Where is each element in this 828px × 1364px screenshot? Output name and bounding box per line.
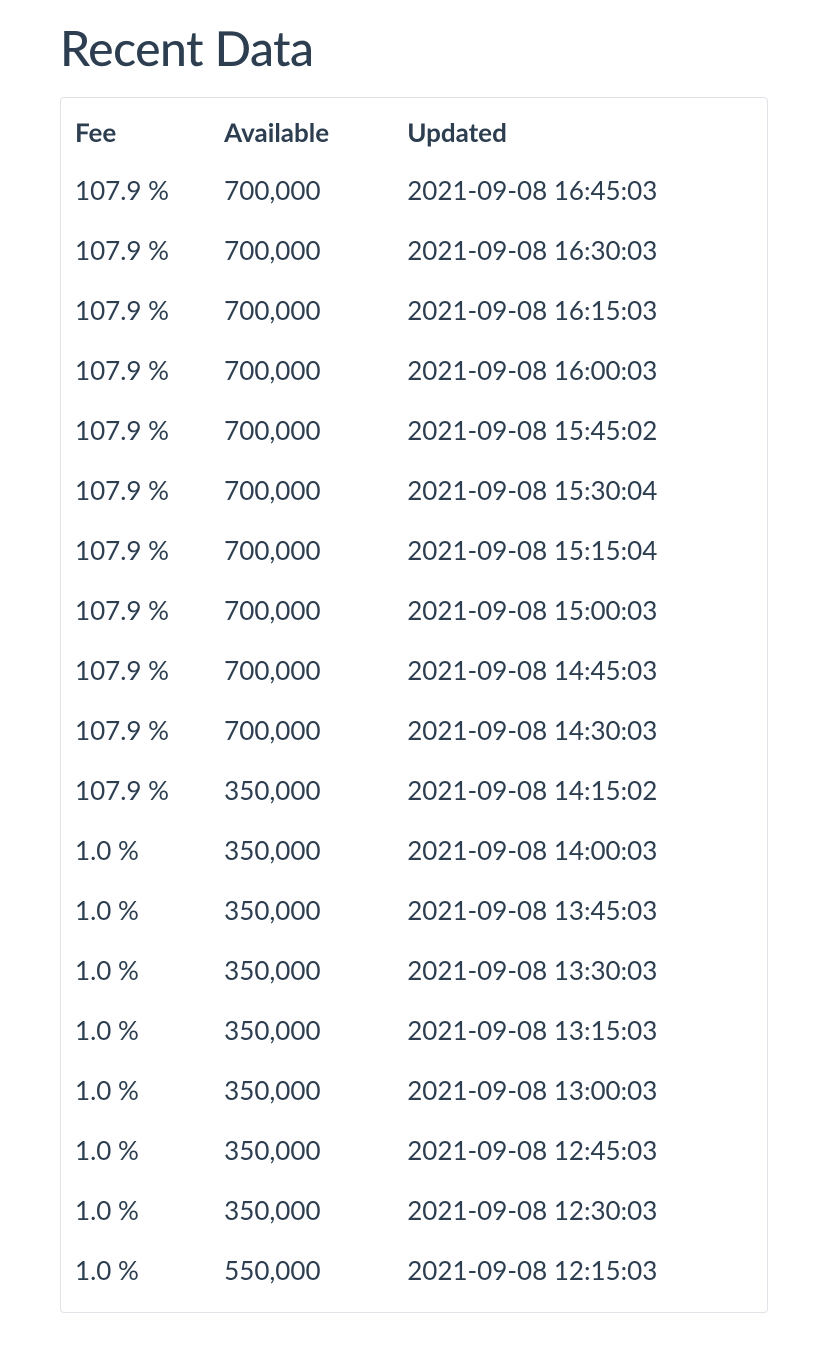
cell-available: 350,000 — [224, 1060, 407, 1120]
page-title: Recent Data — [60, 20, 768, 77]
table-row: 107.9 %700,0002021-09-08 16:30:03 — [75, 220, 753, 280]
cell-fee: 107.9 % — [75, 160, 224, 220]
table-row: 107.9 %700,0002021-09-08 15:30:04 — [75, 460, 753, 520]
cell-updated: 2021-09-08 16:15:03 — [407, 280, 753, 340]
table-row: 107.9 %700,0002021-09-08 15:15:04 — [75, 520, 753, 580]
cell-updated: 2021-09-08 15:30:04 — [407, 460, 753, 520]
cell-available: 700,000 — [224, 280, 407, 340]
recent-data-card: Fee Available Updated 107.9 %700,0002021… — [60, 97, 768, 1313]
cell-available: 700,000 — [224, 580, 407, 640]
cell-fee: 1.0 % — [75, 820, 224, 880]
column-header-fee: Fee — [75, 110, 224, 160]
table-row: 1.0 %350,0002021-09-08 13:30:03 — [75, 940, 753, 1000]
cell-fee: 107.9 % — [75, 760, 224, 820]
cell-fee: 107.9 % — [75, 700, 224, 760]
cell-available: 350,000 — [224, 940, 407, 1000]
table-row: 1.0 %350,0002021-09-08 14:00:03 — [75, 820, 753, 880]
cell-updated: 2021-09-08 15:45:02 — [407, 400, 753, 460]
cell-fee: 107.9 % — [75, 400, 224, 460]
cell-fee: 1.0 % — [75, 1240, 224, 1300]
cell-available: 700,000 — [224, 160, 407, 220]
cell-updated: 2021-09-08 16:30:03 — [407, 220, 753, 280]
cell-available: 700,000 — [224, 640, 407, 700]
cell-updated: 2021-09-08 13:00:03 — [407, 1060, 753, 1120]
table-row: 1.0 %350,0002021-09-08 13:15:03 — [75, 1000, 753, 1060]
cell-updated: 2021-09-08 12:15:03 — [407, 1240, 753, 1300]
cell-available: 350,000 — [224, 1120, 407, 1180]
cell-updated: 2021-09-08 13:30:03 — [407, 940, 753, 1000]
table-row: 1.0 %350,0002021-09-08 13:00:03 — [75, 1060, 753, 1120]
cell-available: 350,000 — [224, 880, 407, 940]
cell-available: 700,000 — [224, 220, 407, 280]
column-header-available: Available — [224, 110, 407, 160]
cell-fee: 1.0 % — [75, 1000, 224, 1060]
table-row: 107.9 %700,0002021-09-08 15:00:03 — [75, 580, 753, 640]
cell-available: 350,000 — [224, 760, 407, 820]
cell-updated: 2021-09-08 16:00:03 — [407, 340, 753, 400]
table-row: 107.9 %350,0002021-09-08 14:15:02 — [75, 760, 753, 820]
table-row: 1.0 %350,0002021-09-08 13:45:03 — [75, 880, 753, 940]
cell-updated: 2021-09-08 14:30:03 — [407, 700, 753, 760]
cell-fee: 107.9 % — [75, 460, 224, 520]
cell-fee: 107.9 % — [75, 280, 224, 340]
cell-updated: 2021-09-08 15:15:04 — [407, 520, 753, 580]
cell-fee: 107.9 % — [75, 640, 224, 700]
cell-updated: 2021-09-08 13:45:03 — [407, 880, 753, 940]
cell-fee: 107.9 % — [75, 340, 224, 400]
cell-updated: 2021-09-08 12:30:03 — [407, 1180, 753, 1240]
table-row: 107.9 %700,0002021-09-08 16:00:03 — [75, 340, 753, 400]
recent-data-table: Fee Available Updated 107.9 %700,0002021… — [75, 110, 753, 1300]
table-row: 1.0 %550,0002021-09-08 12:15:03 — [75, 1240, 753, 1300]
cell-updated: 2021-09-08 14:00:03 — [407, 820, 753, 880]
cell-available: 700,000 — [224, 400, 407, 460]
cell-updated: 2021-09-08 12:45:03 — [407, 1120, 753, 1180]
table-row: 107.9 %700,0002021-09-08 16:45:03 — [75, 160, 753, 220]
cell-fee: 107.9 % — [75, 520, 224, 580]
table-row: 107.9 %700,0002021-09-08 14:45:03 — [75, 640, 753, 700]
cell-updated: 2021-09-08 14:45:03 — [407, 640, 753, 700]
cell-fee: 1.0 % — [75, 940, 224, 1000]
table-header-row: Fee Available Updated — [75, 110, 753, 160]
cell-available: 700,000 — [224, 520, 407, 580]
table-row: 107.9 %700,0002021-09-08 15:45:02 — [75, 400, 753, 460]
cell-fee: 1.0 % — [75, 1120, 224, 1180]
cell-fee: 107.9 % — [75, 220, 224, 280]
table-row: 1.0 %350,0002021-09-08 12:30:03 — [75, 1180, 753, 1240]
table-row: 107.9 %700,0002021-09-08 16:15:03 — [75, 280, 753, 340]
cell-available: 550,000 — [224, 1240, 407, 1300]
table-row: 107.9 %700,0002021-09-08 14:30:03 — [75, 700, 753, 760]
cell-fee: 1.0 % — [75, 1060, 224, 1120]
cell-fee: 107.9 % — [75, 580, 224, 640]
cell-updated: 2021-09-08 15:00:03 — [407, 580, 753, 640]
cell-fee: 1.0 % — [75, 880, 224, 940]
column-header-updated: Updated — [407, 110, 753, 160]
cell-available: 700,000 — [224, 460, 407, 520]
cell-available: 700,000 — [224, 700, 407, 760]
cell-updated: 2021-09-08 13:15:03 — [407, 1000, 753, 1060]
cell-available: 350,000 — [224, 1000, 407, 1060]
table-row: 1.0 %350,0002021-09-08 12:45:03 — [75, 1120, 753, 1180]
cell-fee: 1.0 % — [75, 1180, 224, 1240]
cell-available: 350,000 — [224, 820, 407, 880]
cell-updated: 2021-09-08 16:45:03 — [407, 160, 753, 220]
cell-available: 350,000 — [224, 1180, 407, 1240]
cell-available: 700,000 — [224, 340, 407, 400]
cell-updated: 2021-09-08 14:15:02 — [407, 760, 753, 820]
